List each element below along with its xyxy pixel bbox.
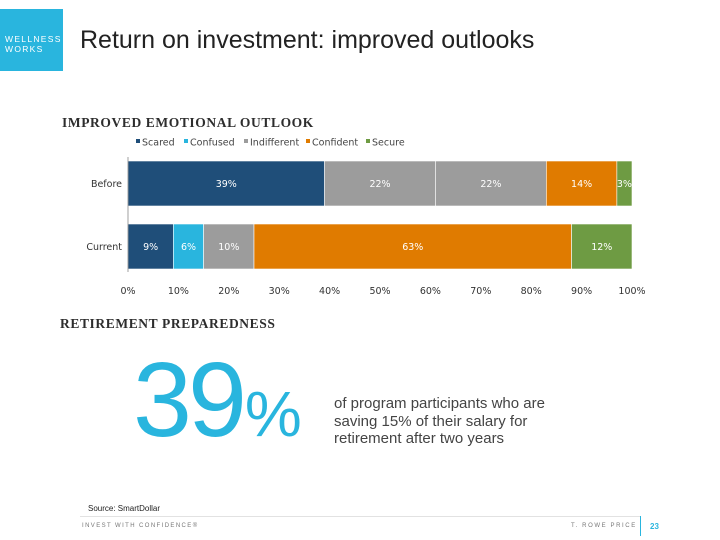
bar-current-indifferent: [203, 223, 255, 270]
data-label-before-confident: 22%: [480, 179, 501, 190]
legend-label-confused: Confused: [190, 138, 235, 149]
data-label-current-scared: 9%: [143, 242, 158, 253]
brand-line-1: WELLNESS: [5, 34, 62, 44]
x-tick-label-90-: 90%: [571, 286, 592, 297]
x-tick-label-100-: 100%: [618, 286, 645, 297]
data-label-current-confident: 63%: [402, 242, 423, 253]
source-note: Source: SmartDollar: [88, 504, 161, 513]
bar-before-scared: [127, 160, 325, 207]
legend-swatch-secure: [366, 139, 370, 143]
big-stat-unit: %: [244, 378, 302, 450]
x-tick-label-20-: 20%: [218, 286, 239, 297]
page-number: 23: [650, 522, 659, 531]
brand-line-2: WORKS: [5, 44, 44, 54]
chart-title: IMPROVED EMOTIONAL OUTLOOK: [62, 115, 314, 130]
bar-current-scared: [127, 223, 174, 270]
data-label-current-indifferent: 10%: [218, 242, 239, 253]
brand-logo: WELLNESS WORKS: [0, 9, 63, 71]
data-label-before-other: 3%: [617, 179, 632, 190]
legend-swatch-confused: [184, 139, 188, 143]
bar-before-secure: [546, 160, 618, 207]
data-label-before-indifferent: 22%: [369, 179, 390, 190]
footer-tagline: INVEST WITH CONFIDENCE®: [82, 523, 199, 529]
legend-label-scared: Scared: [142, 138, 175, 149]
legend-swatch-indifferent: [244, 139, 248, 143]
big-stat-number: 39: [133, 341, 247, 459]
data-label-current-secure: 12%: [591, 242, 612, 253]
bar-current-secure: [571, 223, 633, 270]
x-tick-label-70-: 70%: [470, 286, 491, 297]
big-stat: 39%: [133, 347, 302, 453]
bar-before-other: [616, 160, 633, 207]
stacked-bar-chart: Scared Confused Indifferent Confident Secure…: [86, 138, 645, 298]
legend-label-secure: Secure: [372, 138, 405, 149]
bar-current-confident: [253, 223, 572, 270]
page-title: Return on investment: improved outlooks: [80, 26, 535, 54]
x-tick-label-50-: 50%: [369, 286, 390, 297]
legend-swatch-scared: [136, 139, 140, 143]
category-label-current: Current: [86, 242, 122, 253]
legend-label-confident: Confident: [312, 138, 358, 149]
footer-brand: T. ROWE PRICE: [571, 523, 637, 529]
footer-divider: [640, 516, 641, 536]
brand-text: WELLNESS WORKS: [5, 34, 63, 54]
data-label-current-confused: 6%: [181, 242, 196, 253]
bar-before-indifferent: [324, 160, 436, 207]
category-label-before: Before: [91, 179, 122, 190]
stat-description: of program participants who are saving 1…: [334, 395, 545, 447]
data-label-before-scared: 39%: [216, 179, 237, 190]
x-tick-label-10-: 10%: [168, 286, 189, 297]
x-tick-label-80-: 80%: [521, 286, 542, 297]
x-tick-label-30-: 30%: [269, 286, 290, 297]
bar-current-confused: [173, 223, 204, 270]
x-tick-label-40-: 40%: [319, 286, 340, 297]
x-tick-label-60-: 60%: [420, 286, 441, 297]
x-tick-label-0-: 0%: [120, 286, 135, 297]
legend-label-indifferent: Indifferent: [250, 138, 299, 149]
footer-rule: [80, 516, 640, 517]
bar-before-confident: [435, 160, 547, 207]
legend-swatch-confident: [306, 139, 310, 143]
section-heading-retirement: RETIREMENT PREPAREDNESS: [60, 316, 276, 331]
data-label-before-secure: 14%: [571, 179, 592, 190]
